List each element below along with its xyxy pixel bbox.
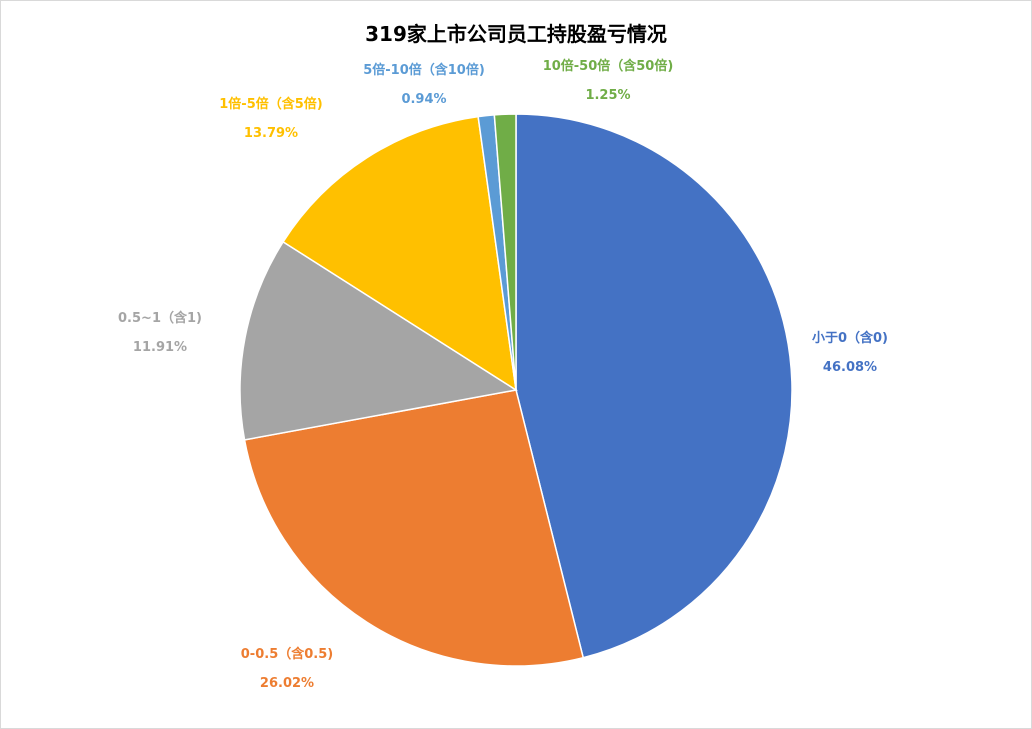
pie-slice-3	[282, 115, 517, 392]
pie-slice-2	[239, 240, 519, 441]
slice-value-0: 46.08%	[823, 360, 877, 375]
slice-label-3: 1倍-5倍（含5倍)	[219, 96, 322, 112]
chart-title: 319家上市公司员工持股盈亏情况	[365, 22, 667, 46]
slice-value-3: 13.79%	[244, 126, 298, 141]
pie-slice-1	[243, 389, 585, 667]
slice-label-1: 0-0.5（含0.5)	[241, 646, 333, 662]
slice-value-2: 11.91%	[133, 340, 187, 355]
slice-label-2: 0.5~1（含1)	[118, 310, 202, 326]
slice-value-5: 1.25%	[585, 88, 630, 103]
pie-slice-0	[515, 113, 793, 659]
slice-label-4: 5倍-10倍（含10倍)	[363, 62, 485, 78]
slice-label-5: 10倍-50倍（含50倍)	[543, 58, 674, 74]
slice-value-4: 0.94%	[401, 92, 446, 107]
pie-slices	[239, 113, 793, 667]
slice-value-1: 26.02%	[260, 676, 314, 691]
pie-slice-5	[493, 113, 517, 391]
slice-label-0: 小于0（含0)	[812, 330, 888, 346]
data-labels: 小于0（含0) 46.08% 0-0.5（含0.5) 26.02% 0.5~1（含1) 1…	[118, 58, 888, 691]
